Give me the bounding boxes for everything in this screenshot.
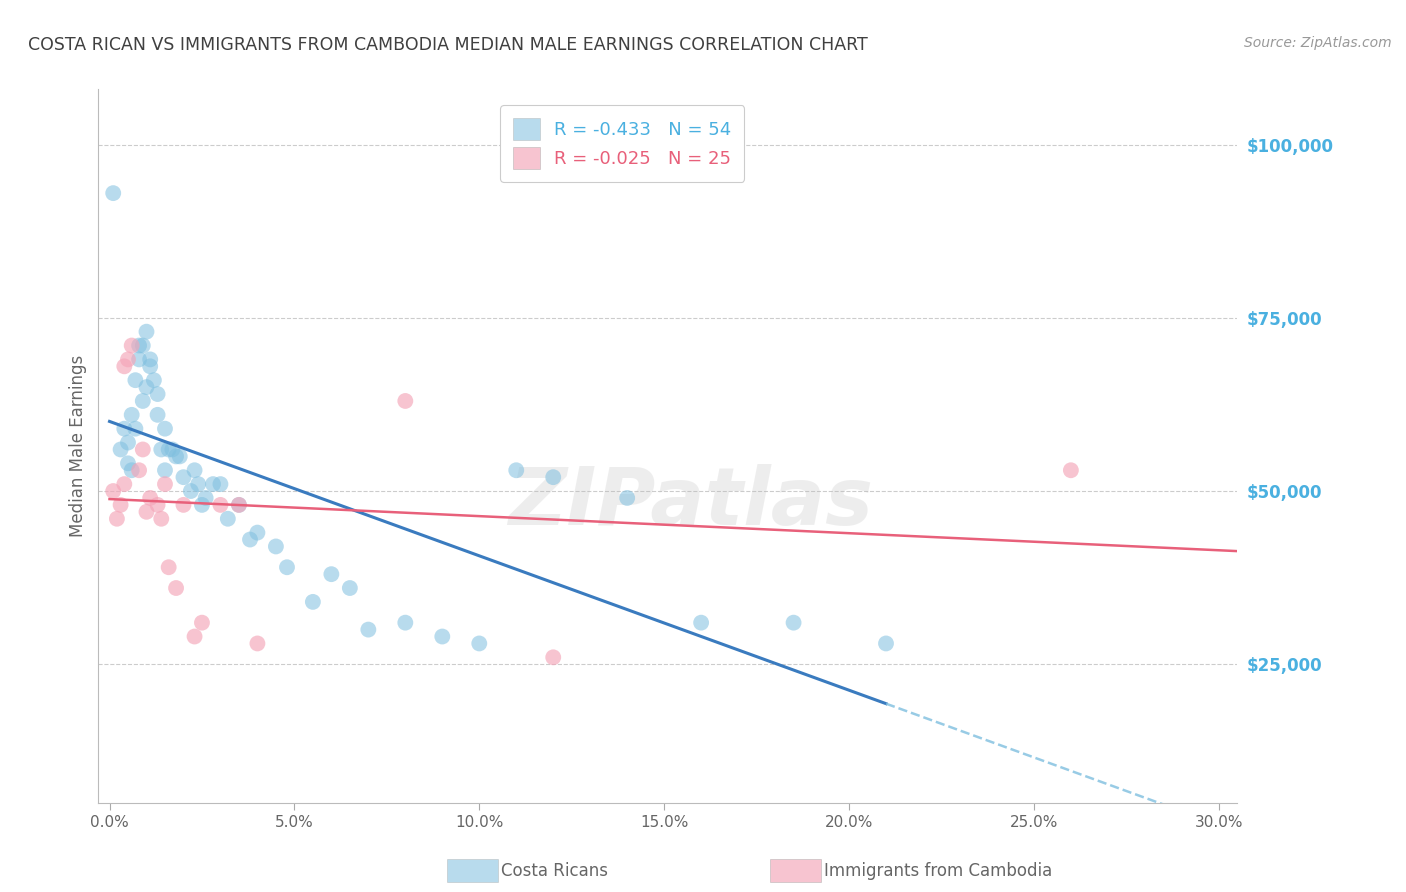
Point <box>103 186 125 201</box>
Point <box>165 450 187 464</box>
Text: Source: ZipAtlas.com: Source: ZipAtlas.com <box>1244 36 1392 50</box>
Point <box>246 525 269 540</box>
Point <box>276 560 298 574</box>
Point <box>239 533 262 547</box>
Point <box>194 491 217 505</box>
Point <box>124 373 146 387</box>
Point <box>132 394 155 409</box>
Text: Immigrants from Cambodia: Immigrants from Cambodia <box>824 862 1052 880</box>
Point <box>110 442 132 457</box>
Point <box>117 352 139 367</box>
Point <box>157 560 180 574</box>
Point <box>302 595 325 609</box>
Point <box>146 408 169 422</box>
Point <box>150 512 173 526</box>
Point <box>153 463 176 477</box>
Point <box>209 477 232 491</box>
Point <box>191 498 214 512</box>
Point <box>183 463 205 477</box>
Point <box>135 505 157 519</box>
Point <box>132 338 155 352</box>
Point <box>394 394 416 409</box>
Text: ZIPatlas: ZIPatlas <box>508 464 873 542</box>
Point <box>103 483 125 498</box>
Point <box>128 338 150 352</box>
Point <box>117 456 139 470</box>
Point <box>1060 463 1083 477</box>
Point <box>132 442 155 457</box>
Point <box>121 408 143 422</box>
Point <box>180 483 202 498</box>
Point <box>135 325 157 339</box>
Point <box>339 581 361 595</box>
Point <box>432 630 454 644</box>
Point <box>217 512 239 526</box>
Point <box>121 463 143 477</box>
Point <box>153 422 176 436</box>
Point <box>117 435 139 450</box>
Point <box>616 491 638 505</box>
Point <box>124 422 146 436</box>
Point <box>541 650 564 665</box>
Point <box>191 615 214 630</box>
Point <box>357 623 380 637</box>
Y-axis label: Median Male Earnings: Median Male Earnings <box>69 355 87 537</box>
Point <box>505 463 527 477</box>
Point <box>153 477 176 491</box>
Point <box>139 491 162 505</box>
Point <box>139 359 162 374</box>
Point <box>128 463 150 477</box>
Point <box>112 477 135 491</box>
Point <box>394 615 416 630</box>
Legend: R = -0.433   N = 54, R = -0.025   N = 25: R = -0.433 N = 54, R = -0.025 N = 25 <box>501 105 744 182</box>
Point <box>139 352 162 367</box>
Point <box>110 498 132 512</box>
Point <box>782 615 804 630</box>
Point <box>690 615 713 630</box>
Point <box>468 636 491 650</box>
Point <box>112 359 135 374</box>
Point <box>112 422 135 436</box>
Point <box>150 442 173 457</box>
Point <box>121 338 143 352</box>
Point <box>228 498 250 512</box>
Text: COSTA RICAN VS IMMIGRANTS FROM CAMBODIA MEDIAN MALE EARNINGS CORRELATION CHART: COSTA RICAN VS IMMIGRANTS FROM CAMBODIA … <box>28 36 868 54</box>
Point <box>875 636 897 650</box>
Point <box>202 477 225 491</box>
Point <box>157 442 180 457</box>
Point <box>105 512 128 526</box>
Point <box>162 442 184 457</box>
Text: Costa Ricans: Costa Ricans <box>501 862 607 880</box>
Point <box>187 477 209 491</box>
Point <box>142 373 165 387</box>
Point <box>183 630 205 644</box>
Point <box>228 498 250 512</box>
Point <box>172 498 194 512</box>
Point <box>169 450 191 464</box>
Point <box>264 540 287 554</box>
Point <box>209 498 232 512</box>
Point <box>321 567 343 582</box>
Point <box>172 470 194 484</box>
Point <box>128 352 150 367</box>
Point <box>135 380 157 394</box>
Point <box>146 498 169 512</box>
Point <box>246 636 269 650</box>
Point <box>165 581 187 595</box>
Point <box>541 470 564 484</box>
Point <box>146 387 169 401</box>
